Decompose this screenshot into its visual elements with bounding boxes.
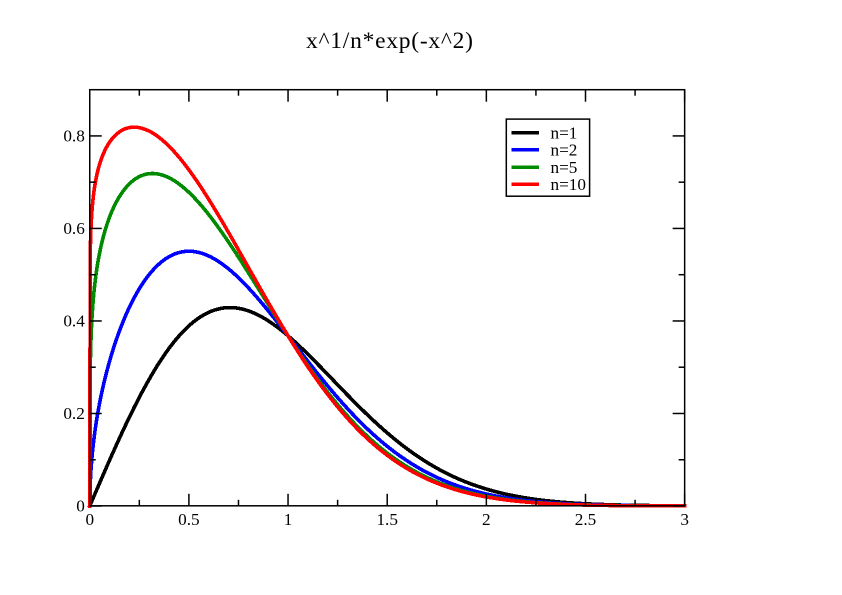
svg-text:n=2: n=2: [551, 141, 578, 160]
svg-text:2.5: 2.5: [575, 510, 596, 529]
svg-text:n=1: n=1: [551, 123, 578, 142]
svg-text:0.2: 0.2: [63, 404, 84, 423]
svg-text:0.8: 0.8: [63, 127, 84, 146]
svg-text:2: 2: [482, 510, 491, 529]
svg-text:0: 0: [76, 497, 85, 516]
svg-text:x^1/n*exp(-x^2): x^1/n*exp(-x^2): [306, 28, 474, 54]
svg-text:1: 1: [284, 510, 293, 529]
svg-text:n=5: n=5: [551, 158, 578, 177]
svg-text:0.6: 0.6: [63, 219, 85, 238]
svg-text:1.5: 1.5: [376, 510, 397, 529]
svg-text:0.5: 0.5: [178, 510, 199, 529]
svg-text:0.4: 0.4: [63, 312, 85, 331]
svg-text:0: 0: [85, 510, 94, 529]
svg-text:3: 3: [680, 510, 689, 529]
svg-text:n=10: n=10: [551, 175, 586, 194]
